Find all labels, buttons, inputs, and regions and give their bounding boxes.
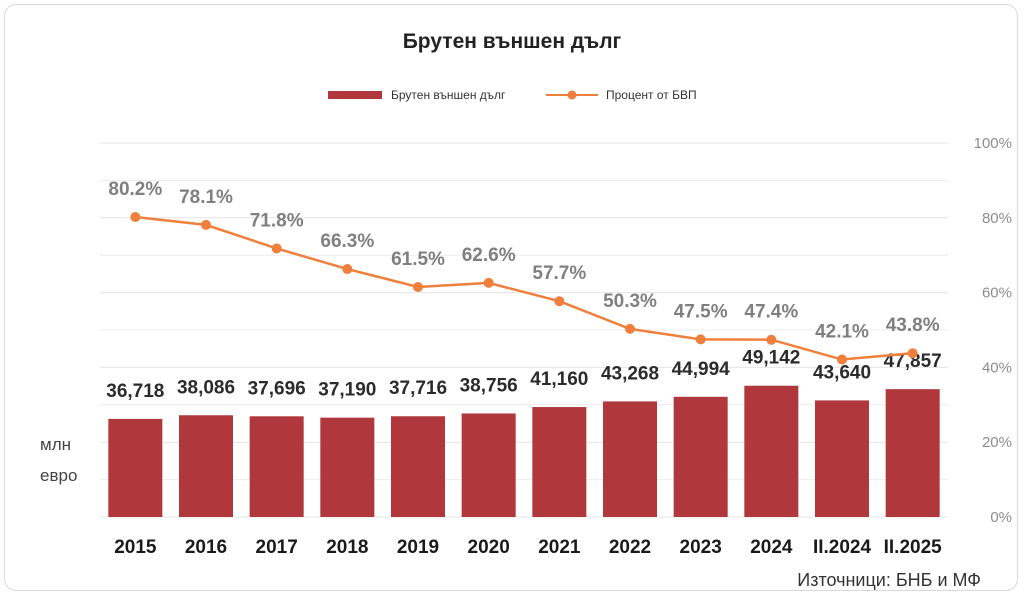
bar-labels: 36,718 38,086 37,696 37,190 37,716 38,756 41,1… bbox=[106, 348, 941, 402]
category-label: II.2025 bbox=[884, 537, 943, 558]
pct-value-label: 61.5% bbox=[391, 249, 445, 270]
legend-marker-pct bbox=[567, 90, 577, 100]
bar bbox=[179, 415, 233, 517]
legend-label-pct: Процент от БВП bbox=[606, 88, 697, 102]
category-label: II.2024 bbox=[813, 537, 872, 558]
bar-value-label: 37,190 bbox=[318, 380, 376, 401]
pct-point bbox=[766, 334, 777, 345]
left-axis-unit-line2: евро bbox=[40, 466, 77, 485]
legend-label-debt: Брутен външен дълг bbox=[391, 88, 506, 102]
bar-value-label: 43,640 bbox=[813, 362, 871, 383]
pct-value-label: 71.8% bbox=[250, 210, 304, 231]
right-tick-label: 80% bbox=[982, 210, 1012, 227]
pct-point bbox=[201, 219, 211, 230]
bar bbox=[532, 407, 587, 517]
category-label: 2021 bbox=[538, 537, 581, 558]
pct-point bbox=[483, 277, 494, 288]
bar bbox=[815, 400, 869, 517]
chart-title: Брутен външен дълг bbox=[403, 30, 622, 53]
right-axis-ticks: 0% 20% 40% 60% 80% 100% bbox=[974, 135, 1012, 526]
pct-value-label: 62.6% bbox=[462, 245, 516, 266]
bar bbox=[461, 413, 516, 517]
category-label: 2018 bbox=[326, 537, 368, 558]
pct-value-label: 50.3% bbox=[603, 291, 657, 312]
bar bbox=[744, 385, 799, 517]
legend: Брутен външен дълг Процент от БВП bbox=[328, 88, 697, 102]
pct-line bbox=[130, 212, 918, 365]
bar-value-label: 41,160 bbox=[530, 369, 588, 390]
bar-value-label: 44,994 bbox=[672, 359, 731, 380]
category-label: 2016 bbox=[185, 537, 227, 558]
bar-value-label: 37,716 bbox=[389, 378, 447, 399]
pct-value-label: 57.7% bbox=[532, 263, 586, 284]
pct-point bbox=[271, 243, 282, 254]
legend-swatch-debt bbox=[328, 91, 382, 99]
bar bbox=[108, 418, 163, 517]
category-label: 2015 bbox=[114, 537, 157, 558]
left-axis-unit-line1: млн bbox=[40, 435, 71, 454]
pct-value-label: 47.5% bbox=[674, 301, 728, 322]
pct-value-label: 66.3% bbox=[320, 231, 374, 252]
category-label: 2017 bbox=[256, 537, 298, 558]
bar-value-label: 36,718 bbox=[106, 381, 164, 402]
bar-value-label: 37,696 bbox=[248, 378, 306, 399]
pct-labels: 80.2% 78.1% 71.8% 66.3% 61.5% 62.6% 57.7% 50.3%… bbox=[108, 179, 939, 342]
bar bbox=[249, 416, 304, 517]
bar-value-label: 49,142 bbox=[742, 348, 800, 369]
category-label: 2024 bbox=[750, 537, 793, 558]
right-tick-label: 60% bbox=[982, 285, 1012, 302]
bar-value-label: 38,756 bbox=[460, 375, 518, 396]
category-label: 2020 bbox=[468, 537, 510, 558]
pct-point bbox=[413, 281, 423, 292]
right-tick-label: 20% bbox=[982, 434, 1012, 451]
category-label: 2023 bbox=[680, 537, 722, 558]
category-label: 2022 bbox=[609, 537, 651, 558]
pct-point bbox=[907, 348, 918, 359]
bar bbox=[673, 396, 728, 517]
bar-value-label: 38,086 bbox=[177, 377, 235, 398]
bar-value-label: 43,268 bbox=[601, 363, 659, 384]
gridlines bbox=[100, 142, 948, 518]
category-label: 2019 bbox=[397, 537, 439, 558]
bars bbox=[108, 385, 940, 517]
pct-point bbox=[625, 323, 635, 334]
right-tick-label: 40% bbox=[982, 359, 1012, 376]
pct-point bbox=[837, 354, 847, 365]
pct-value-label: 78.1% bbox=[179, 187, 233, 208]
bar bbox=[885, 389, 940, 517]
pct-value-label: 47.4% bbox=[744, 302, 798, 323]
bar bbox=[320, 417, 375, 517]
pct-value-label: 42.1% bbox=[815, 322, 869, 343]
bar bbox=[391, 416, 445, 517]
source-note: Източници: БНБ и МФ bbox=[797, 570, 981, 590]
bar bbox=[603, 401, 657, 517]
pct-point bbox=[554, 296, 565, 307]
pct-series-line bbox=[135, 215, 913, 361]
pct-value-label: 80.2% bbox=[108, 179, 162, 200]
pct-value-label: 43.8% bbox=[886, 315, 940, 336]
right-tick-label: 100% bbox=[974, 135, 1012, 152]
pct-point bbox=[342, 264, 353, 275]
category-labels: 2015 2016 2017 2018 2019 2020 2021 2022 2023 2024… bbox=[114, 537, 942, 558]
pct-point bbox=[695, 334, 706, 345]
bar-value-label: 47,857 bbox=[884, 351, 942, 372]
right-tick-label: 0% bbox=[990, 509, 1012, 526]
pct-point bbox=[130, 212, 141, 223]
